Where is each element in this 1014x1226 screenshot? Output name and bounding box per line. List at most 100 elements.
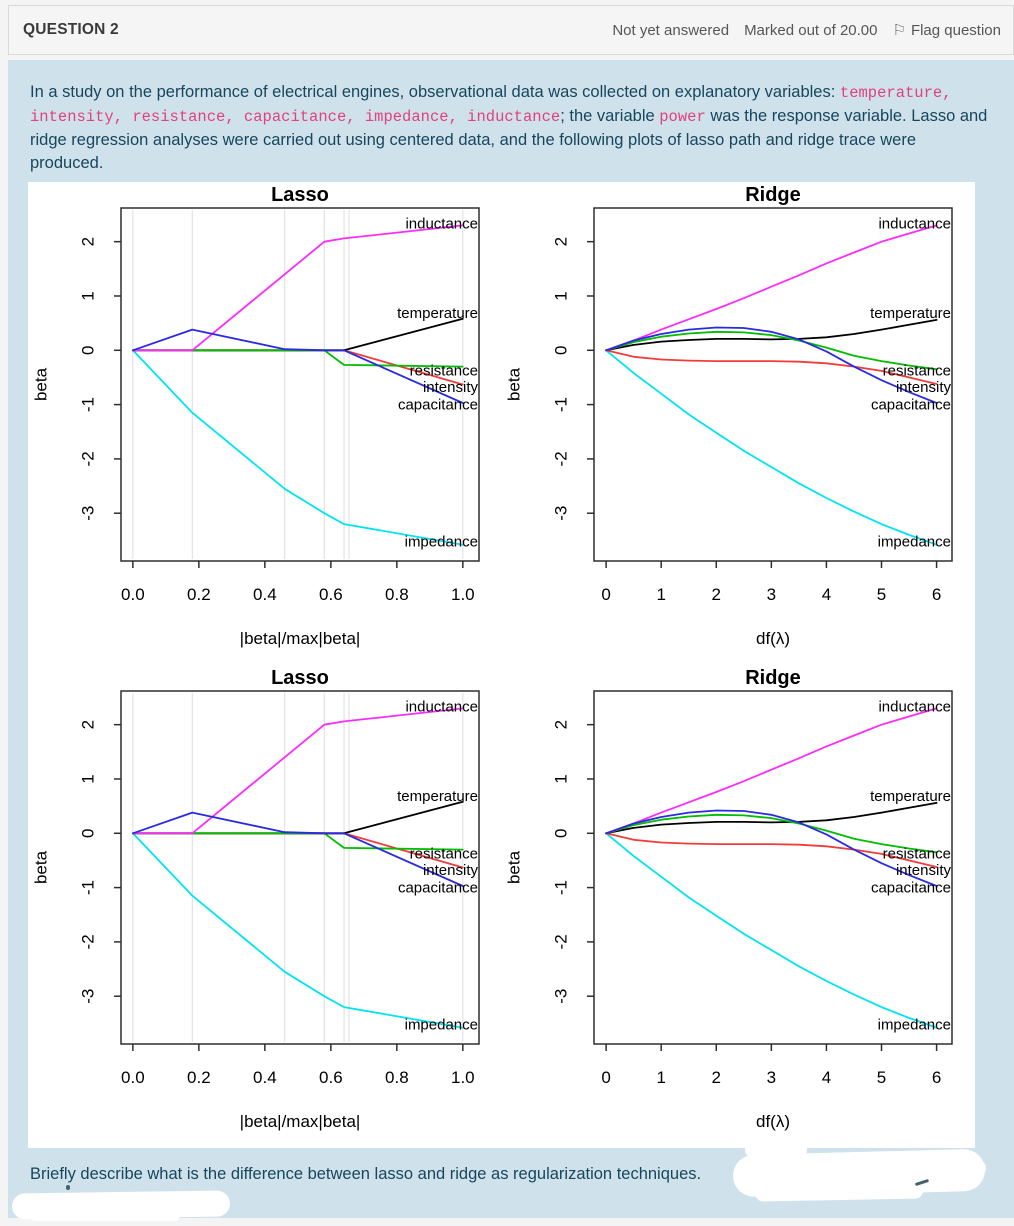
x-tick-label: 0.8 <box>385 585 409 604</box>
curve-label-inductance: inductance <box>405 216 478 233</box>
code-power: power <box>659 108 706 126</box>
x-tick-label: 3 <box>767 585 776 604</box>
x-tick-label: 1 <box>656 1068 665 1087</box>
curve-label-capacitance: capacitance <box>398 880 478 897</box>
y-tick-label: 2 <box>79 720 98 729</box>
series-inductance <box>605 707 938 835</box>
y-tick-label: 1 <box>79 291 98 300</box>
y-tick-label: 1 <box>552 291 571 300</box>
flag-icon: ⚐ <box>892 21 906 39</box>
x-tick-label: 4 <box>822 1068 831 1087</box>
question-status: Not yet answered <box>612 21 730 39</box>
flag-question-label: Flag question <box>910 21 1001 39</box>
series-resistance <box>132 832 464 851</box>
question-text-part2: ; the variable <box>560 107 660 125</box>
x-tick-label: 4 <box>822 585 831 604</box>
x-tick-label: 2 <box>712 585 721 604</box>
x-tick-label: 0.0 <box>121 585 145 604</box>
curve-label-resistance: resistance <box>410 362 478 379</box>
y-tick-label: 0 <box>79 346 98 355</box>
x-tick-label: 0.8 <box>385 1068 409 1087</box>
question-marks: Marked out of 20.00 <box>744 21 878 39</box>
y-tick-label: -1 <box>79 880 98 895</box>
series-capacitance <box>605 326 938 404</box>
question-text: In a study on the performance of electri… <box>30 81 992 175</box>
series-impedance <box>132 349 464 546</box>
x-tick-label: 3 <box>767 1068 776 1087</box>
curve-label-temperature: temperature <box>397 305 478 322</box>
curve-label-intensity: intensity <box>896 862 952 879</box>
curve-label-impedance: impedance <box>405 533 478 550</box>
y-tick-label: -3 <box>79 506 98 521</box>
y-tick-label: 2 <box>552 237 571 246</box>
y-tick-label: -2 <box>552 934 571 949</box>
curve-label-temperature: temperature <box>870 305 951 322</box>
y-axis-title: beta <box>32 850 51 884</box>
plot-lasso-bottom: inductance temperature resistance intensity… <box>28 665 501 1148</box>
y-tick-label: 0 <box>552 829 571 838</box>
pen-mark-2 <box>66 1185 70 1190</box>
y-tick-label: -1 <box>79 397 98 412</box>
y-tick-label: 0 <box>552 346 571 355</box>
x-axis-title: df(λ) <box>756 629 790 648</box>
x-tick-label: 0.6 <box>319 585 343 604</box>
series-inductance <box>132 224 464 352</box>
series-temperature <box>605 801 938 835</box>
series-resistance <box>605 330 938 371</box>
curve-label-inductance: inductance <box>878 216 951 233</box>
plot-box <box>593 207 953 562</box>
curve-label-inductance: inductance <box>878 699 951 716</box>
y-tick-label: -1 <box>552 880 571 895</box>
x-tick-label: 1.0 <box>451 1068 475 1087</box>
x-axis-title: |beta|/max|beta| <box>240 1112 361 1131</box>
question-title: QUESTION 2 <box>23 21 119 38</box>
curve-label-impedance: impedance <box>878 533 951 550</box>
curve-label-intensity: intensity <box>896 379 952 396</box>
series-resistance <box>132 349 464 368</box>
curve-label-resistance: resistance <box>410 845 478 862</box>
code-variables: temperature, intensity, resistance, capa… <box>30 84 952 126</box>
series-intensity <box>605 349 938 385</box>
curve-label-capacitance: capacitance <box>871 397 951 414</box>
x-axis-title: df(λ) <box>756 1112 790 1131</box>
y-tick-label: 2 <box>79 237 98 246</box>
x-tick-label: 2 <box>712 1068 721 1087</box>
question-prompt: Briefly describe what is the difference … <box>30 1165 702 1183</box>
curve-label-inductance: inductance <box>405 699 478 716</box>
question-text-part3: was the response variable. Lasso and rid… <box>30 107 988 172</box>
series-impedance <box>132 832 464 1029</box>
curve-label-capacitance: capacitance <box>871 880 951 897</box>
curve-label-resistance: resistance <box>883 362 951 379</box>
x-tick-label: 6 <box>932 585 941 604</box>
series-intensity <box>605 832 938 868</box>
curve-label-resistance: resistance <box>883 845 951 862</box>
y-tick-label: -2 <box>79 451 98 466</box>
series-inductance <box>132 707 464 835</box>
curve-label-temperature: temperature <box>870 788 951 805</box>
y-tick-label: -1 <box>552 397 571 412</box>
series-resistance <box>605 813 938 854</box>
series-impedance <box>605 349 938 546</box>
y-tick-label: -3 <box>552 506 571 521</box>
x-tick-label: 5 <box>877 1068 886 1087</box>
x-tick-label: 1.0 <box>451 585 475 604</box>
series-temperature <box>132 317 464 352</box>
question-body: In a study on the performance of electri… <box>8 60 1014 1221</box>
plot-title: Lasso <box>271 667 329 689</box>
series-capacitance <box>132 811 464 887</box>
question-header: QUESTION 2 Not yet answered Marked out o… <box>8 5 1014 55</box>
y-axis-title: beta <box>32 367 51 401</box>
plots-figure: inductance temperature resistance intensity… <box>28 182 975 1148</box>
x-tick-label: 0.2 <box>187 1068 211 1087</box>
x-tick-label: 0.0 <box>121 1068 145 1087</box>
x-tick-label: 0 <box>601 585 610 604</box>
y-tick-label: 1 <box>552 774 571 783</box>
x-tick-label: 0.6 <box>319 1068 343 1087</box>
y-tick-label: -3 <box>552 989 571 1004</box>
plot-title: Ridge <box>745 667 801 689</box>
y-axis-title: beta <box>505 850 524 884</box>
y-tick-label: 2 <box>552 720 571 729</box>
flag-question-link[interactable]: ⚐ Flag question <box>892 22 1001 39</box>
whiteout-redaction-1b <box>754 1182 924 1202</box>
y-axis-title: beta <box>505 367 524 401</box>
